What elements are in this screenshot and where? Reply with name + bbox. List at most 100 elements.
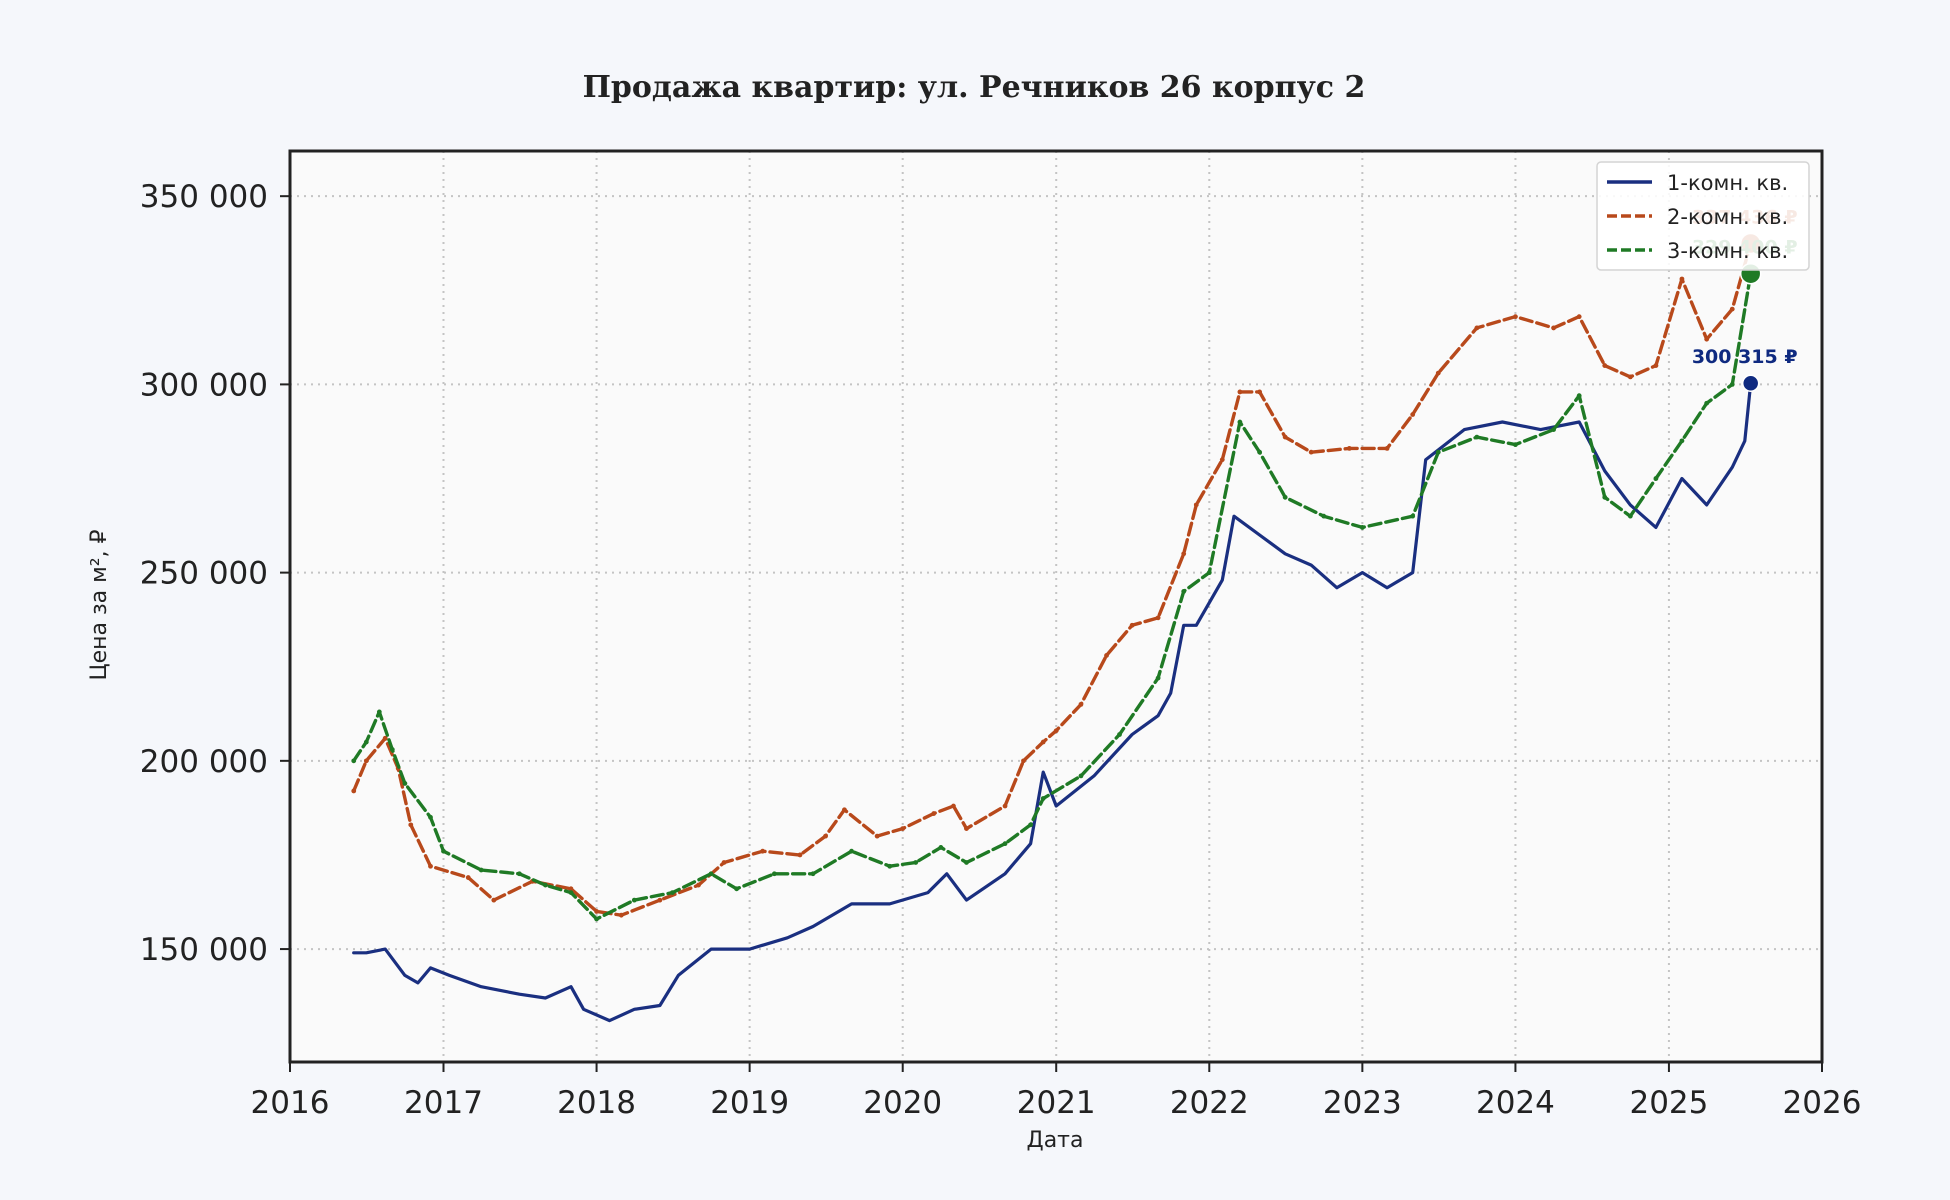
- series-2-marker: [1513, 314, 1518, 320]
- series-2-marker: [721, 860, 727, 865]
- series-3-marker: [1704, 400, 1710, 406]
- series-2-marker: [1410, 412, 1416, 417]
- legend-entry-2: 2-комн. кв.: [1667, 205, 1788, 229]
- series-3-marker: [964, 860, 969, 865]
- series-line-1: [352, 381, 1753, 1023]
- series-3-marker: [849, 848, 854, 854]
- series-3-marker: [428, 814, 433, 820]
- series-2-marker: [1653, 363, 1659, 368]
- series-3-marker: [1237, 419, 1243, 425]
- x-tick-label: 2021: [1017, 1085, 1096, 1121]
- x-tick-label: 2018: [557, 1085, 636, 1121]
- series-3-marker: [913, 860, 919, 865]
- series-3-marker: [1321, 513, 1327, 519]
- series-3-marker: [1078, 773, 1084, 779]
- series-3-marker: [734, 886, 740, 892]
- series-3-marker: [1627, 513, 1633, 519]
- series-3-marker: [478, 867, 484, 873]
- plot-frame: [288, 149, 1824, 1064]
- end-point-marker: [1741, 374, 1760, 392]
- series-2-marker: [1282, 434, 1288, 440]
- series-2-marker: [1576, 314, 1582, 320]
- series-3-marker: [1435, 449, 1441, 455]
- x-tick-label: 2016: [251, 1085, 330, 1121]
- series-2-marker: [1040, 739, 1046, 745]
- series-3-marker: [1117, 732, 1122, 737]
- series-2-marker: [408, 822, 414, 828]
- series-3-marker: [543, 882, 548, 888]
- series-2-marker: [1474, 325, 1480, 331]
- series-2-marker: [428, 863, 433, 869]
- series-3-marker: [517, 871, 522, 877]
- series-2-marker: [1193, 502, 1199, 508]
- series-3-marker: [708, 871, 714, 877]
- series-3-marker: [402, 781, 408, 786]
- series-2-marker: [1129, 622, 1135, 628]
- legend-entry-1: 1-комн. кв.: [1667, 171, 1788, 195]
- series-2-marker: [618, 912, 624, 918]
- legend: 1-комн. кв. 2-комн. кв. 3-комн. кв.: [1596, 161, 1810, 271]
- y-tick-label: 250 000: [140, 556, 268, 592]
- series-3-marker: [771, 871, 777, 877]
- series-3-marker: [887, 863, 893, 869]
- series-3-marker: [441, 848, 446, 854]
- series-2-marker: [874, 833, 880, 839]
- series-3-marker: [1729, 381, 1735, 387]
- series-2-marker: [823, 833, 828, 839]
- axes-frame: [280, 149, 1824, 1072]
- x-tick-label: 2020: [863, 1085, 942, 1121]
- x-tick-label: 2017: [404, 1085, 483, 1121]
- series-3-marker: [670, 890, 675, 895]
- series-2-marker: [1257, 389, 1263, 395]
- series-2-marker: [465, 875, 471, 880]
- series-3-marker: [1513, 442, 1518, 448]
- series-2-marker: [760, 848, 766, 854]
- y-tick-label: 200 000: [140, 744, 268, 780]
- series-2-marker: [931, 811, 937, 816]
- series-2-marker: [363, 758, 369, 764]
- x-tick-label: 2023: [1323, 1085, 1402, 1121]
- series-2-marker: [1729, 306, 1735, 312]
- series-2-marker: [1346, 445, 1352, 451]
- series-3-marker: [1002, 841, 1008, 847]
- series-3-marker: [1040, 796, 1046, 801]
- series-3-marker: [1551, 427, 1556, 432]
- series-2-marker: [1704, 336, 1710, 342]
- series-3-marker: [1257, 449, 1263, 455]
- y-tick-label: 300 000: [140, 367, 268, 403]
- series-2-marker: [900, 826, 906, 832]
- legend-entry-3: 3-комн. кв.: [1667, 239, 1788, 263]
- series-2-marker: [657, 897, 663, 903]
- series-2-marker: [1308, 449, 1314, 455]
- series-2-marker: [964, 826, 969, 832]
- series-3-marker: [1206, 570, 1212, 576]
- series-3-marker: [363, 739, 369, 745]
- series-2-marker: [1002, 803, 1008, 809]
- x-tick-label: 2024: [1476, 1085, 1555, 1121]
- series-2-marker: [1078, 701, 1084, 707]
- series-3-marker: [568, 890, 574, 895]
- series-2-marker: [351, 788, 357, 794]
- series-2-marker: [951, 803, 956, 809]
- series-2-marker: [1627, 374, 1633, 380]
- series-2-marker: [1384, 445, 1390, 451]
- y-axis-label: Цена за м², ₽: [87, 529, 112, 680]
- series-2-marker: [491, 897, 497, 903]
- series-2-marker: [382, 735, 388, 741]
- series-2-marker: [696, 882, 701, 888]
- series-2-marker: [594, 909, 599, 914]
- series-2-marker: [1219, 457, 1225, 463]
- series-2-marker: [842, 807, 847, 813]
- series-3-marker: [1155, 675, 1161, 681]
- y-tick-label: 150 000: [140, 932, 268, 968]
- series-2-marker: [1435, 370, 1441, 376]
- series-3-marker: [1602, 494, 1608, 500]
- x-tick-label: 2026: [1783, 1085, 1862, 1121]
- series-2-marker: [797, 852, 803, 858]
- series-3-marker: [1282, 494, 1288, 500]
- grid-lines: [290, 151, 1822, 1062]
- x-tick-label: 2025: [1629, 1085, 1708, 1121]
- series-2-marker: [1181, 551, 1187, 557]
